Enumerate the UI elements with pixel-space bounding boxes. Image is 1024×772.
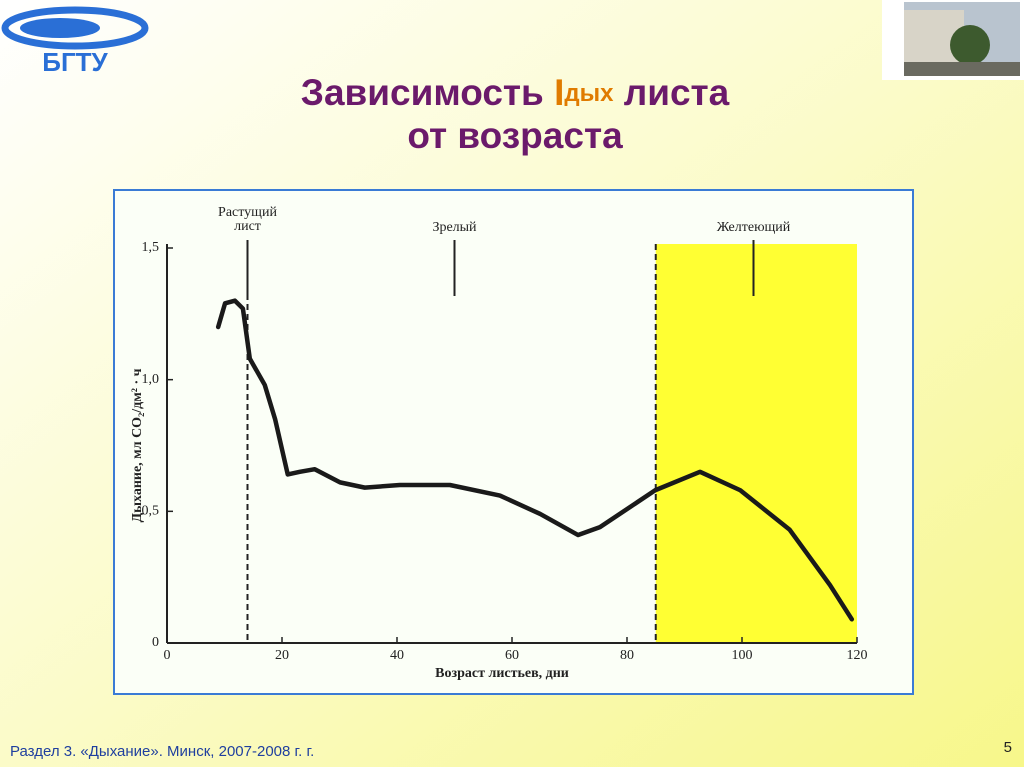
x-tick-label: 100 (732, 648, 753, 663)
data-line (215, 298, 855, 622)
x-tick-label: 0 (164, 648, 171, 663)
x-tick-label: 120 (847, 648, 868, 663)
plot: 0 0,5 1,0 1,5 0 20 40 60 80 100 120 Возраст листьев… (130, 205, 867, 681)
phase-label: лист (234, 219, 261, 234)
x-axis-label: Возраст листьев, дни (435, 666, 569, 681)
x-tick-label: 40 (390, 648, 404, 663)
title-text: Зависимость (301, 72, 554, 113)
y-tick-label: 0 (152, 635, 159, 650)
y-tick-label: 0,5 (142, 504, 160, 519)
title-symbol: I (554, 72, 564, 113)
y-axis-label: Дыхание, мл CO₂/дм² · ч (130, 368, 145, 522)
slide-title: Зависимость Iдых листа (301, 72, 730, 113)
logo-mark (1, 6, 149, 50)
footer: Раздел 3. «Дыхание». Минск, 2007-2008 г.… (10, 743, 314, 760)
x-tick-label: 20 (275, 648, 289, 663)
phase-label: Зрелый (432, 220, 477, 235)
y-tick-label: 1,5 (142, 240, 160, 255)
x-tick-label: 60 (505, 648, 519, 663)
phase-label: Растущий (218, 205, 277, 220)
page-number: 5 (1004, 739, 1012, 756)
slide-title: от возраста (407, 115, 623, 156)
title-text: листа (613, 72, 729, 113)
building-photo (882, 0, 1024, 80)
x-tick-label: 80 (620, 648, 634, 663)
logo-text: БГТУ (42, 47, 108, 77)
phase-label: Желтеющий (717, 220, 791, 235)
title-subscript: дых (564, 80, 614, 107)
y-tick-label: 1,0 (142, 372, 160, 387)
